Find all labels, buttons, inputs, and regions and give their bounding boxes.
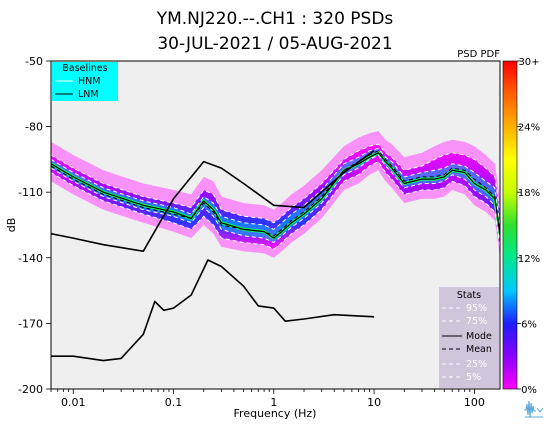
psd-density-band: [51, 144, 500, 250]
x-tick-label: 100: [464, 396, 485, 409]
hnm-line: [51, 150, 375, 252]
lnm-line: [51, 259, 375, 362]
colorbar-tick-label: 6%: [521, 319, 537, 330]
x-axis-label: Frequency (Hz): [234, 407, 317, 420]
stats-legend-title: Stats: [457, 290, 481, 301]
y-tick-label: -110: [18, 186, 43, 199]
x-tick-label: 0.1: [165, 396, 183, 409]
x-tick-label: 1: [270, 396, 277, 409]
colorbar-tick-label: 30+: [518, 57, 539, 68]
psd-pdf-label: PSD PDF: [457, 49, 500, 60]
baselines-legend-hnm: HNM: [78, 76, 100, 87]
percentile-25-line: [51, 154, 500, 243]
stats-legend-mode: Mode: [466, 331, 492, 342]
stats-legend-5: 5%: [466, 372, 481, 383]
colorbar-tick-label: 24%: [518, 123, 540, 134]
colorbar-tick-label: 0%: [521, 385, 537, 396]
colorbar-ticks: 30+ 24% 18% 12% 6% 0%: [517, 57, 540, 396]
y-tick-label: -80: [25, 121, 43, 134]
y-axis-label: dB: [5, 218, 18, 233]
baselines-legend-title: Baselines: [62, 63, 107, 74]
y-tick-label: -140: [18, 252, 43, 265]
stats-legend-95: 95%: [466, 303, 487, 314]
baselines-legend: Baselines HNM LNM: [52, 62, 118, 101]
stats-legend-25: 25%: [466, 359, 487, 370]
plot-frame: [50, 60, 501, 390]
percentile-5-line: [51, 161, 500, 250]
colorbar: [502, 60, 518, 390]
stats-legend: Stats 95% 75% Mode Mean 25% 5%: [439, 287, 499, 388]
colorbar-tick-label: 12%: [518, 254, 540, 265]
stats-legend-mean: Mean: [466, 344, 492, 355]
colorbar-tick-label: 18%: [518, 188, 540, 199]
baselines-legend-lnm: LNM: [78, 89, 99, 100]
y-axis: -50 -80 -110 -140 -170 -200: [18, 55, 51, 396]
stats-legend-75: 75%: [466, 316, 487, 327]
chart-title-line1: YM.NJ220.--.CH1 : 320 PSDs: [156, 9, 394, 29]
x-axis: 0.01 0.1 1 10 100: [50, 389, 485, 409]
mean-line: [51, 150, 500, 237]
percentile-75-line: [51, 148, 500, 230]
series-layer: [51, 143, 500, 362]
chart-title-line2: 30-JUL-2021 / 05-AUG-2021: [157, 34, 392, 54]
y-tick-label: -50: [25, 55, 43, 68]
x-tick-label: 10: [367, 396, 381, 409]
logo-icon: [522, 398, 546, 420]
y-tick-label: -170: [18, 317, 43, 330]
y-tick-label: -200: [18, 383, 43, 396]
percentile-95-line: [51, 143, 500, 224]
x-tick-label: 0.01: [61, 396, 86, 409]
